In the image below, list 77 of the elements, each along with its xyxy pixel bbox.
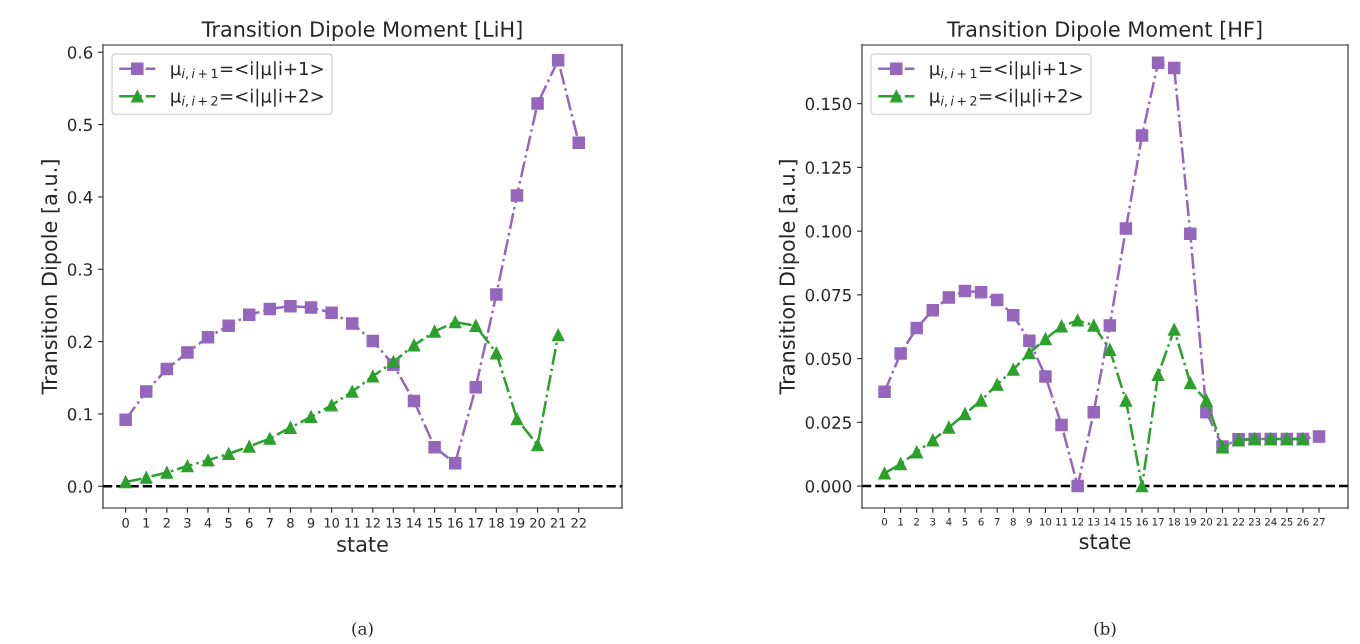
x-tick-label: 1 <box>898 518 903 526</box>
x-tick-label: 18 <box>1168 517 1180 526</box>
x-tick-label: 12 <box>365 517 380 528</box>
x-tick-label: 0 <box>122 517 129 528</box>
chart-title: Transition Dipole Moment [LiH] <box>201 20 522 41</box>
x-tick-label: 11 <box>345 518 360 528</box>
y-tick-label: 0.075 <box>805 288 851 302</box>
x-tick-label: 24 <box>1265 517 1277 526</box>
x-tick-label: 14 <box>407 518 422 528</box>
x-tick-label: 6 <box>246 517 253 528</box>
y-tick-label: 0.2 <box>67 335 92 349</box>
x-tick-label: 12 <box>1072 517 1084 526</box>
y-tick-label: 0.025 <box>805 416 851 429</box>
x-tick-label: 17 <box>468 518 483 528</box>
x-tick-label: 15 <box>427 518 442 528</box>
x-tick-label: 22 <box>571 517 586 528</box>
y-tick-label: 0.100 <box>805 225 852 238</box>
x-tick-label: 7 <box>994 518 1000 526</box>
x-tick-label: 23 <box>1248 517 1261 526</box>
x-tick-label: 13 <box>1088 517 1100 526</box>
y-tick-label: 0.0 <box>67 480 93 493</box>
x-tick-label: 27 <box>1313 517 1325 526</box>
y-tick-label: 0.5 <box>67 118 92 132</box>
legend-label: μ$_{i,i+2}$=<i|μ|i+2> <box>171 88 323 107</box>
y-tick-label: 0.4 <box>67 190 93 204</box>
x-tick-label: 10 <box>1040 517 1052 526</box>
legend-label: μ$_{i,i+2}$=<i|μ|i+2> <box>930 88 1082 107</box>
x-tick-label: 3 <box>184 517 191 528</box>
y-tick-label: 0.000 <box>805 480 852 493</box>
x-tick-label: 26 <box>1297 517 1309 526</box>
legend-label: μ$_{i,i+1}$=<i|μ|i+1> <box>171 61 323 80</box>
x-tick-label: 1 <box>143 518 150 528</box>
x-tick-label: 8 <box>287 517 294 528</box>
x-tick-label: 7 <box>266 518 273 528</box>
x-tick-label: 9 <box>1026 517 1032 526</box>
x-tick-label: 6 <box>978 517 984 526</box>
y-tick-label: 0.050 <box>805 352 852 366</box>
chart-title: Transition Dipole Moment [HF] <box>946 20 1262 41</box>
text: (b) <box>1094 621 1116 638</box>
x-tick-label: 15 <box>1120 518 1132 526</box>
y-tick-label: 0.6 <box>67 46 93 59</box>
x-tick-label: 0 <box>881 517 888 526</box>
x-tick-label: 8 <box>1010 517 1016 526</box>
y-tick-label: 0.1 <box>67 407 92 421</box>
x-tick-label: 2 <box>163 517 170 528</box>
x-tick-label: 21 <box>550 517 566 528</box>
x-tick-label: 21 <box>1216 517 1228 526</box>
x-axis-title: state <box>337 537 388 552</box>
x-tick-label: 9 <box>307 517 315 528</box>
x-tick-label: 19 <box>1184 517 1197 526</box>
x-tick-label: 17 <box>1152 518 1164 526</box>
x-tick-label: 20 <box>1200 517 1213 526</box>
x-tick-label: 25 <box>1281 517 1293 526</box>
x-tick-label: 22 <box>1232 517 1245 526</box>
x-tick-label: 14 <box>1104 518 1116 526</box>
legend-label: μ$_{i,i+1}$=<i|μ|i+1> <box>930 61 1082 80</box>
x-tick-label: 16 <box>448 517 463 528</box>
y-axis-title: Transition Dipole [a.u.] <box>41 160 62 395</box>
x-tick-label: 5 <box>962 518 968 526</box>
x-axis-title: state <box>1079 534 1131 550</box>
x-tick-label: 16 <box>1136 517 1148 526</box>
x-tick-label: 11 <box>1056 518 1068 526</box>
x-tick-label: 10 <box>324 517 340 528</box>
x-tick-label: 2 <box>914 517 919 526</box>
x-tick-label: 20 <box>530 517 545 528</box>
x-tick-label: 4 <box>204 518 212 528</box>
x-tick-label: 18 <box>489 517 504 528</box>
y-axis-title: Transition Dipole [a.u.] <box>778 160 800 395</box>
x-tick-label: 3 <box>930 517 936 526</box>
y-tick-label: 0.150 <box>805 97 852 111</box>
x-tick-label: 4 <box>946 518 952 526</box>
text: (a) <box>352 621 373 638</box>
x-tick-label: 13 <box>386 517 401 528</box>
x-tick-label: 19 <box>510 517 525 528</box>
y-tick-label: 0.3 <box>67 263 92 276</box>
x-tick-label: 5 <box>225 518 232 528</box>
y-tick-label: 0.125 <box>805 161 851 174</box>
